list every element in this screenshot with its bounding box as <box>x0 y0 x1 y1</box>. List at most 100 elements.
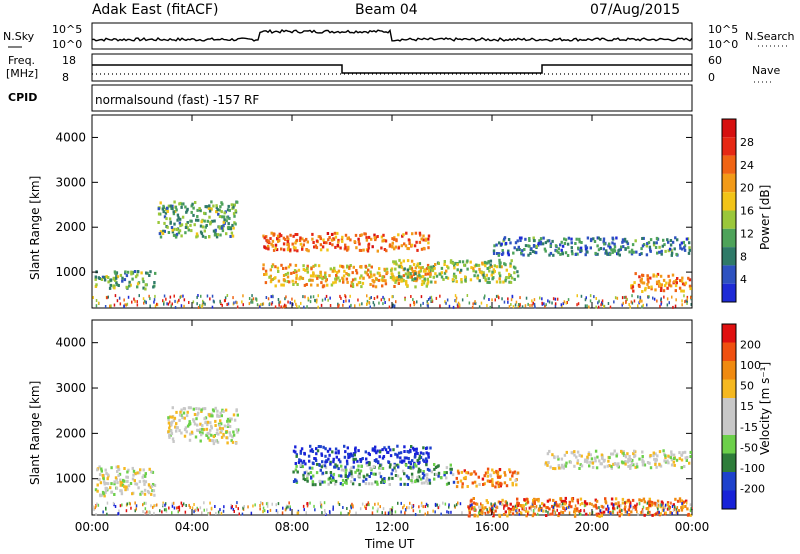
ground-cell <box>472 302 474 306</box>
ground-cell <box>457 305 459 309</box>
ground-cell <box>191 506 194 510</box>
data-cell <box>445 466 449 470</box>
ground-cell <box>452 305 455 309</box>
data-cell <box>407 476 410 480</box>
data-cell <box>170 423 173 427</box>
ground-cell <box>232 296 234 300</box>
data-cell <box>617 252 620 256</box>
data-cell <box>674 284 678 288</box>
data-cell <box>228 425 232 428</box>
data-cell <box>205 427 209 431</box>
data-cell <box>220 225 224 229</box>
data-cell <box>683 450 687 454</box>
data-cell <box>374 480 377 484</box>
data-cell <box>265 235 268 239</box>
data-cell <box>594 251 597 255</box>
data-cell <box>192 206 195 210</box>
data-cell <box>393 285 396 288</box>
data-cell <box>633 449 636 453</box>
data-cell <box>303 239 306 243</box>
ground-cell <box>277 502 280 506</box>
data-cell <box>131 466 134 470</box>
data-cell <box>173 222 176 226</box>
ground-cell <box>319 501 322 505</box>
data-cell <box>161 231 165 235</box>
data-cell <box>641 458 644 462</box>
data-cell <box>509 264 512 268</box>
data-cell <box>632 505 635 509</box>
data-cell <box>301 461 304 465</box>
data-cell <box>451 473 455 477</box>
data-cell <box>161 207 164 211</box>
data-cell <box>542 503 546 507</box>
data-cell <box>171 420 174 424</box>
data-cell <box>218 426 222 430</box>
data-cell <box>524 509 528 513</box>
data-cell <box>499 280 502 284</box>
data-cell <box>414 272 417 276</box>
data-cell <box>183 434 187 438</box>
ground-cell <box>532 301 534 305</box>
data-cell <box>672 453 676 457</box>
data-cell <box>228 419 232 423</box>
ground-cell <box>599 509 601 513</box>
ground-cell <box>574 504 577 508</box>
data-cell <box>362 248 365 252</box>
data-cell <box>573 450 576 454</box>
colorbar-tick: -200 <box>740 482 765 495</box>
data-cell <box>351 278 355 282</box>
data-cell <box>267 240 270 244</box>
ground-cell <box>585 296 587 300</box>
ground-cell <box>294 299 296 303</box>
data-cell <box>486 261 489 265</box>
data-cell <box>570 505 573 509</box>
data-cell <box>182 407 186 411</box>
data-cell <box>492 514 495 517</box>
ground-cell <box>126 502 128 506</box>
data-cell <box>319 468 322 472</box>
data-cell <box>149 270 152 274</box>
ground-cell <box>361 502 364 506</box>
ground-cell <box>690 303 692 306</box>
data-cell <box>339 264 342 268</box>
data-cell <box>125 285 128 289</box>
data-cell <box>492 512 495 516</box>
data-cell <box>353 240 356 244</box>
ground-cell <box>518 502 520 506</box>
data-cell <box>682 289 685 293</box>
data-cell <box>229 417 232 421</box>
ground-cell <box>174 299 176 303</box>
data-cell <box>638 253 642 256</box>
data-cell <box>189 223 192 227</box>
ground-cell <box>337 501 340 505</box>
data-cell <box>110 466 113 470</box>
ground-cell <box>337 302 339 306</box>
ground-cell <box>349 509 351 513</box>
data-cell <box>588 464 591 468</box>
ground-cell <box>107 295 109 299</box>
data-cell <box>468 506 471 510</box>
data-cell <box>411 232 414 236</box>
data-cell <box>684 456 687 460</box>
data-cell <box>121 279 124 283</box>
data-cell <box>289 248 292 252</box>
ground-cell <box>359 507 362 511</box>
data-cell <box>357 237 360 241</box>
data-cell <box>415 450 418 454</box>
data-cell <box>208 235 211 238</box>
ground-cell <box>609 305 612 309</box>
data-cell <box>204 225 207 229</box>
data-cell <box>136 285 139 289</box>
ground-cell <box>265 502 268 506</box>
data-cell <box>298 458 301 462</box>
ground-cell <box>134 501 136 505</box>
ground-cell <box>307 298 310 302</box>
freq-tick-top: 18 <box>62 54 76 67</box>
data-cell <box>307 472 310 476</box>
data-cell <box>403 450 406 453</box>
data-cell <box>676 277 679 280</box>
data-cell <box>315 452 318 456</box>
ground-cell <box>315 300 318 304</box>
data-cell <box>504 500 507 504</box>
freq-label: Freq. <box>8 54 36 67</box>
